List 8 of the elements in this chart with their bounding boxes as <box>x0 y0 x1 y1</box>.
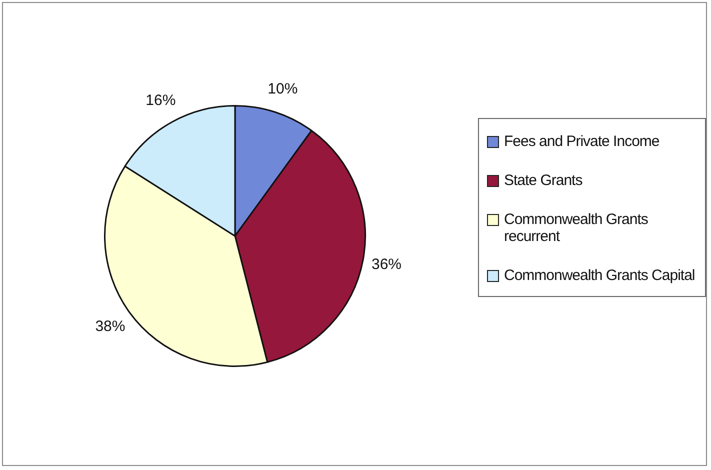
data-label: 16% <box>146 92 176 109</box>
legend-label: Commonwealth Grants recurrent <box>504 211 649 245</box>
legend-label: State Grants <box>504 172 582 189</box>
legend-label: Fees and Private Income <box>504 133 660 150</box>
legend-label: Commonwealth Grants Capital <box>504 267 695 284</box>
data-label: 38% <box>95 318 126 335</box>
data-label: 10% <box>268 80 298 98</box>
data-label: 36% <box>372 256 402 274</box>
